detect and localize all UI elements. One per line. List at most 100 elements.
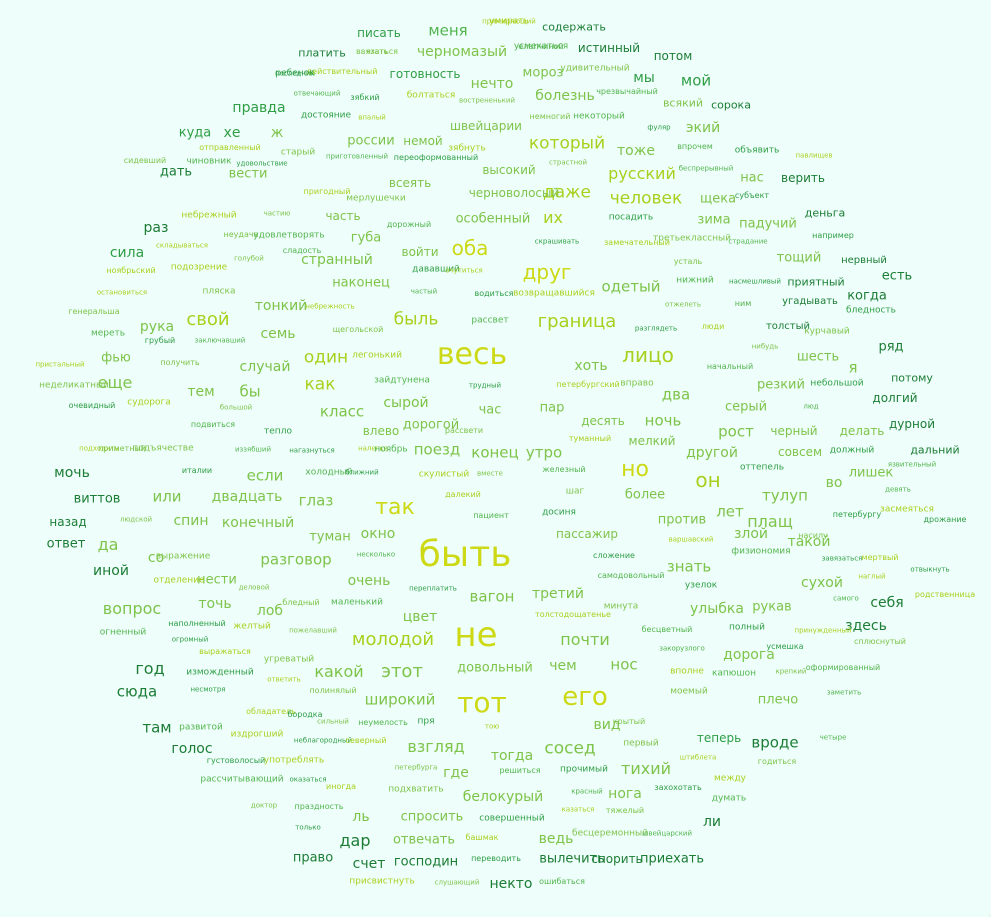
cloud-word-small: иногда: [326, 782, 356, 791]
cloud-word-small: сладость: [282, 246, 322, 255]
cloud-word-small: возвращавшийся: [513, 288, 595, 299]
cloud-word-small: генеральша: [68, 307, 120, 316]
cloud-word: оба: [451, 236, 489, 260]
cloud-word-small: складываться: [156, 241, 208, 250]
cloud-word-small: тою: [484, 722, 500, 731]
cloud-word-small: подвиться: [190, 420, 236, 429]
cloud-word-small: язвительный: [887, 460, 937, 469]
cloud-word-small: частый: [410, 287, 438, 296]
cloud-word-small: пристальный: [35, 360, 85, 369]
cloud-word: почти: [560, 630, 610, 649]
cloud-word: фью: [101, 350, 131, 366]
cloud-word-small: оттепель: [739, 462, 785, 473]
cloud-word: нервный: [841, 255, 887, 266]
cloud-word-small: казаться: [561, 805, 595, 814]
cloud-word-small: бледность: [846, 305, 896, 316]
cloud-word-small: мереть: [90, 328, 126, 339]
cloud-word: счет: [352, 856, 386, 872]
cloud-word-small: вострененький: [459, 96, 515, 105]
cloud-word-small: зябкий: [350, 93, 380, 102]
cloud-word-small: должный: [829, 445, 875, 456]
cloud-word-small: подъячестве: [132, 443, 194, 454]
cloud-word: бы: [239, 382, 261, 401]
cloud-word-small: бесцеремонный: [572, 828, 648, 839]
cloud-word: сюда: [116, 682, 158, 701]
cloud-word-small: фуляр: [647, 123, 671, 132]
cloud-word-small: люд: [803, 402, 819, 411]
cloud-word-small: некоторый: [573, 111, 625, 122]
cloud-word-small: голубой: [234, 254, 264, 263]
cloud-word: конец: [471, 443, 519, 462]
cloud-word: толстый: [765, 321, 811, 332]
cloud-word-small: рассвет: [471, 315, 509, 326]
cloud-word-small: обладатель: [246, 707, 296, 716]
cloud-word-small: нагазнуться: [289, 446, 335, 455]
cloud-word-small: минута: [603, 601, 639, 612]
cloud-word-small: мерлушечки: [346, 193, 406, 204]
cloud-word-small: далекий: [445, 490, 481, 499]
cloud-word: мочь: [54, 465, 90, 481]
cloud-word: десять: [581, 414, 625, 428]
cloud-word-small: отправленный: [199, 143, 261, 152]
cloud-word: спорить: [591, 852, 643, 866]
cloud-word-small: большой: [219, 403, 253, 412]
cloud-word: дорогой: [402, 417, 460, 433]
cloud-word: мой: [680, 71, 712, 90]
cloud-word-small: страдание: [728, 237, 768, 246]
cloud-word: я: [848, 358, 858, 377]
cloud-word: когда: [847, 288, 887, 304]
cloud-word-small: насилу: [798, 531, 828, 540]
cloud-word-small: присвистнуть: [349, 876, 415, 887]
cloud-word-small: угреватый: [263, 654, 315, 665]
cloud-word: спин: [173, 513, 209, 529]
cloud-word-small: закорузлого: [659, 644, 705, 653]
cloud-word: лет: [716, 502, 744, 521]
cloud-word-small: павлищев: [795, 151, 833, 160]
cloud-word: вид: [593, 717, 621, 733]
cloud-word-small: чрезвычайный: [596, 87, 658, 96]
cloud-word-small: ответить: [267, 675, 301, 684]
cloud-word-small: ноябрьский: [106, 266, 156, 275]
cloud-word: ведь: [538, 831, 574, 847]
cloud-word: если: [246, 466, 284, 485]
cloud-word-small: ошибаться: [539, 877, 585, 886]
cloud-word-small: между: [714, 773, 746, 784]
cloud-word: потому: [891, 371, 933, 385]
cloud-word-small: тепло: [264, 426, 292, 437]
cloud-word: ж: [270, 125, 284, 141]
cloud-word: ответ: [46, 536, 86, 552]
cloud-word: рука: [139, 319, 175, 335]
cloud-word: лоб: [256, 603, 284, 619]
cloud-word: ряд: [878, 339, 904, 355]
cloud-word: даже: [543, 182, 591, 203]
cloud-word: друг: [522, 260, 572, 284]
cloud-word-small: физиономия: [731, 546, 791, 557]
cloud-word: еще: [97, 373, 133, 392]
cloud-word: нагаз: [988, 915, 991, 917]
cloud-word-small: чиновник: [186, 156, 232, 167]
cloud-word: туман: [309, 529, 351, 545]
cloud-word-small: остановиться: [96, 288, 148, 297]
cloud-word: тоже: [617, 143, 655, 159]
cloud-word-small: усталь: [673, 257, 703, 266]
cloud-word: теперь: [696, 731, 742, 745]
cloud-word-small: досиня: [542, 507, 576, 518]
cloud-word-small: выражение: [155, 551, 211, 562]
cloud-word-small: неумелость: [358, 718, 408, 727]
cloud-word-small: штиблета: [679, 753, 717, 762]
cloud-word: окно: [360, 526, 396, 542]
cloud-word: плечо: [757, 692, 799, 708]
cloud-word-small: шаг: [565, 486, 585, 497]
cloud-word-small: елапчиной: [518, 42, 564, 51]
cloud-word: дальний: [910, 443, 960, 457]
cloud-word-small: пациент: [473, 511, 509, 520]
cloud-word: серый: [724, 399, 768, 415]
cloud-word: ли: [702, 814, 722, 830]
cloud-word: граница: [537, 311, 617, 332]
cloud-word: всякий: [662, 96, 704, 110]
cloud-word-small: разглядеть: [634, 324, 678, 333]
cloud-word-small: посадить: [608, 212, 654, 223]
cloud-word-small: объявить: [734, 145, 780, 156]
cloud-word: русский: [608, 164, 676, 183]
